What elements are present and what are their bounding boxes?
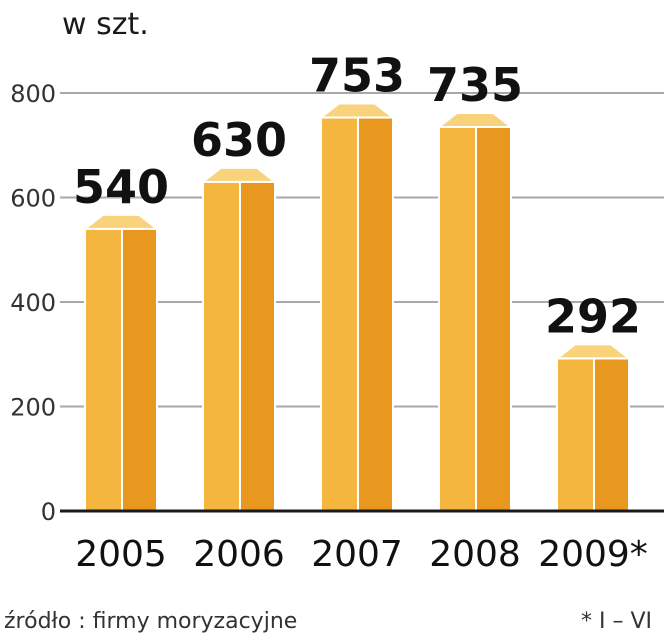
y-tick-label: 0 — [41, 498, 56, 526]
value-label: 735 — [427, 58, 523, 112]
y-axis-ticks: 0 200 400 600 800 — [10, 80, 56, 526]
y-tick-label: 800 — [10, 80, 56, 108]
source-note: źródło : firmy moryzacyjne — [4, 609, 297, 634]
bar-side — [357, 116, 394, 513]
bar-side — [475, 125, 512, 513]
period-note: * I – VI — [581, 609, 652, 634]
bar-front — [556, 357, 595, 512]
bar-top — [84, 213, 158, 230]
bar-top — [320, 102, 394, 119]
bar-front — [202, 180, 241, 512]
value-label: 292 — [545, 289, 641, 343]
value-label: 753 — [309, 49, 405, 103]
y-tick-label: 400 — [10, 289, 56, 317]
bar-side — [121, 227, 158, 512]
bar-2006 — [202, 166, 276, 512]
value-label: 540 — [73, 160, 169, 214]
x-axis-labels: 2005 2006 2007 2008 2009* — [75, 534, 648, 575]
y-tick-label: 600 — [10, 185, 56, 213]
x-tick-label: 2005 — [75, 534, 167, 575]
bar-front — [438, 125, 477, 513]
bar-2007 — [320, 102, 394, 513]
bar-side — [593, 357, 630, 512]
x-tick-label: 2008 — [429, 534, 521, 575]
bar-top — [556, 343, 630, 360]
x-tick-label: 2009* — [538, 534, 648, 575]
bar-front — [84, 227, 123, 512]
bar-2005 — [84, 213, 158, 512]
unit-label: w szt. — [62, 7, 149, 42]
bar-2008 — [438, 111, 512, 513]
x-tick-label: 2006 — [193, 534, 285, 575]
bar-top — [438, 111, 512, 128]
bar-top — [202, 166, 276, 183]
value-labels: 540 630 753 735 292 — [73, 49, 641, 344]
bar-side — [239, 180, 276, 512]
value-label: 630 — [191, 113, 287, 167]
bar-2009 — [556, 343, 630, 512]
y-tick-label: 200 — [10, 394, 56, 422]
bar-front — [320, 116, 359, 513]
x-tick-label: 2007 — [311, 534, 403, 575]
